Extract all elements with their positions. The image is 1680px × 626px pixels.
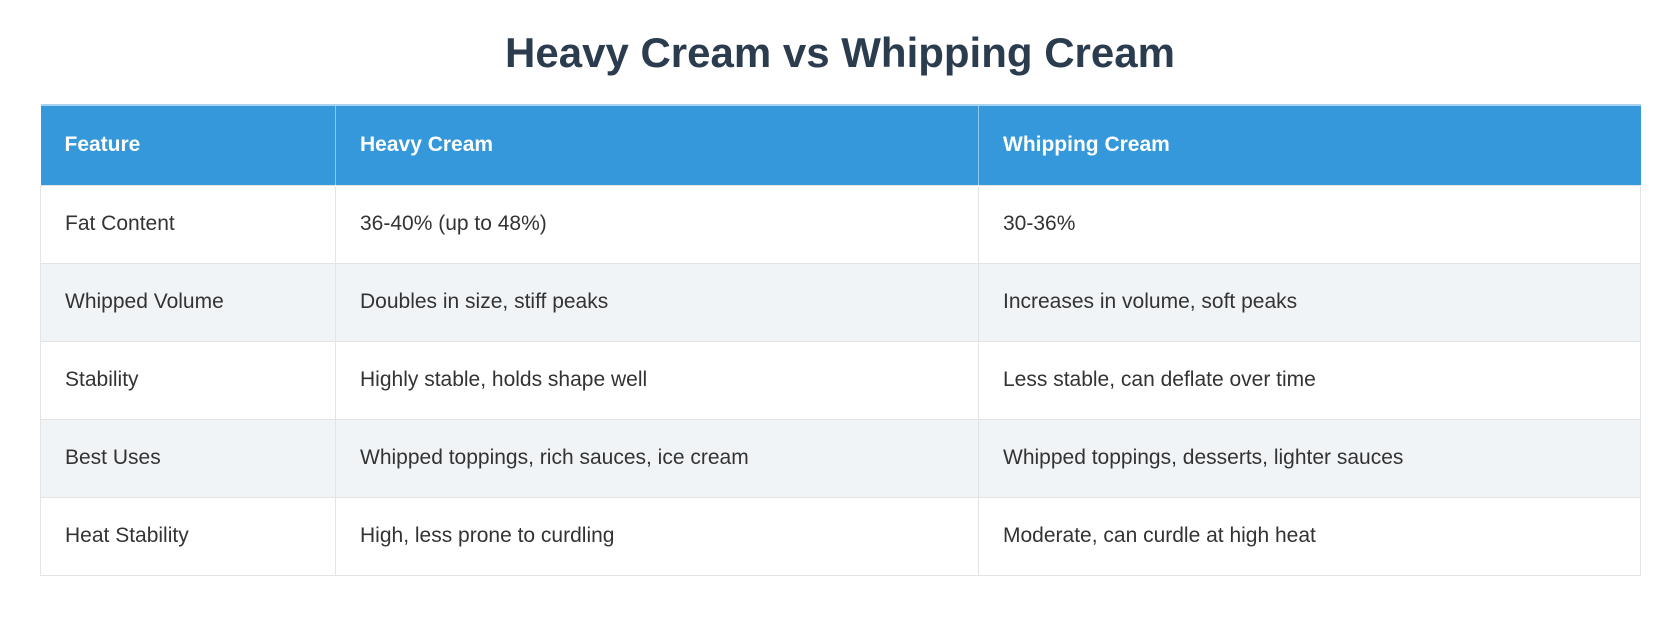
page-title: Heavy Cream vs Whipping Cream	[505, 29, 1175, 76]
table-body: Fat Content 36-40% (up to 48%) 30-36% Wh…	[40, 184, 1641, 576]
column-header-feature: Feature	[40, 104, 336, 185]
comparison-table: Feature Heavy Cream Whipping Cream Fat C…	[40, 104, 1641, 576]
table-row: Heat Stability High, less prone to curdl…	[40, 496, 1641, 576]
cell-feature: Stability	[40, 340, 336, 420]
cell-feature: Fat Content	[40, 184, 336, 264]
column-header-whipping-cream: Whipping Cream	[978, 104, 1641, 185]
cell-whipping-cream: 30-36%	[978, 184, 1641, 264]
table-row: Whipped Volume Doubles in size, stiff pe…	[40, 262, 1641, 342]
cell-heavy-cream: Doubles in size, stiff peaks	[335, 262, 979, 342]
cell-heavy-cream: Whipped toppings, rich sauces, ice cream	[335, 418, 979, 498]
column-header-heavy-cream: Heavy Cream	[335, 104, 979, 185]
header-row: Feature Heavy Cream Whipping Cream	[40, 104, 1641, 185]
cell-whipping-cream: Whipped toppings, desserts, lighter sauc…	[978, 418, 1641, 498]
cell-heavy-cream: High, less prone to curdling	[335, 496, 979, 576]
cell-feature: Heat Stability	[40, 496, 336, 576]
table-row: Stability Highly stable, holds shape wel…	[40, 340, 1641, 420]
cell-feature: Whipped Volume	[40, 262, 336, 342]
page: Heavy Cream vs Whipping Cream Feature He…	[0, 28, 1680, 626]
cell-whipping-cream: Increases in volume, soft peaks	[978, 262, 1641, 342]
comparison-table-container: Feature Heavy Cream Whipping Cream Fat C…	[40, 104, 1641, 576]
cell-whipping-cream: Less stable, can deflate over time	[978, 340, 1641, 420]
table-row: Fat Content 36-40% (up to 48%) 30-36%	[40, 184, 1641, 264]
table-row: Best Uses Whipped toppings, rich sauces,…	[40, 418, 1641, 498]
cell-heavy-cream: Highly stable, holds shape well	[335, 340, 979, 420]
cell-feature: Best Uses	[40, 418, 336, 498]
cell-whipping-cream: Moderate, can curdle at high heat	[978, 496, 1641, 576]
cell-heavy-cream: 36-40% (up to 48%)	[335, 184, 979, 264]
table-header: Feature Heavy Cream Whipping Cream	[40, 104, 1641, 185]
